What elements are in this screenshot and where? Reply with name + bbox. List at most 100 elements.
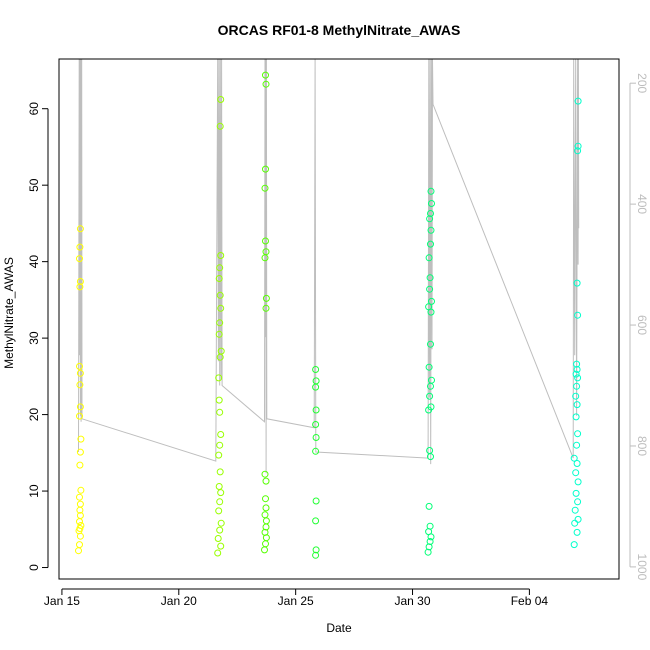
- data-point: [77, 522, 85, 529]
- data-point: [216, 498, 224, 506]
- data-point: [572, 370, 580, 378]
- y2-tick-label: 400: [635, 194, 649, 214]
- data-point: [573, 528, 581, 536]
- data-point: [216, 122, 224, 130]
- data-point: [572, 392, 580, 400]
- data-point: [76, 448, 84, 456]
- data-point: [427, 403, 435, 411]
- data-point: [574, 147, 582, 155]
- data-point: [573, 441, 581, 449]
- data-point: [312, 366, 320, 373]
- data-point: [424, 548, 432, 556]
- data-point: [261, 184, 269, 192]
- data-point: [262, 80, 270, 88]
- data-point: [217, 347, 225, 355]
- data-point: [425, 502, 433, 510]
- data-point: [427, 340, 434, 348]
- data-point: [216, 441, 224, 449]
- data-point: [216, 319, 224, 327]
- data-point: [215, 275, 223, 282]
- data-point: [261, 511, 269, 519]
- y-axis-label: MethylNitrate_AWAS: [2, 257, 16, 369]
- data-point: [217, 252, 225, 259]
- data-point: [574, 142, 582, 150]
- data-point: [572, 489, 580, 497]
- axes-layer: Jan 15 Jan 20 Jan 25 Jan 30 Feb 04 0 10 20 30 40 5…: [27, 73, 649, 608]
- data-point: [77, 435, 85, 443]
- data-point: [261, 546, 268, 554]
- data-point: [76, 518, 83, 526]
- data-point: [426, 215, 434, 223]
- data-point: [76, 512, 84, 519]
- data-point: [76, 403, 84, 411]
- y-tick-label: 20: [27, 408, 41, 422]
- data-point: [76, 369, 84, 377]
- data-point: [216, 291, 224, 299]
- data-point: [215, 451, 223, 459]
- data-point: [574, 374, 582, 382]
- data-point: [425, 254, 433, 262]
- data-point: [262, 540, 269, 548]
- data-point: [312, 551, 320, 559]
- data-point: [262, 477, 270, 485]
- data-point: [76, 412, 83, 420]
- data-point: [217, 542, 225, 550]
- data-point: [428, 376, 435, 384]
- x-tick-label: Jan 15: [44, 594, 80, 608]
- data-point: [574, 515, 582, 523]
- data-point: [574, 97, 582, 105]
- data-point: [425, 303, 433, 311]
- data-point: [572, 469, 580, 477]
- data-point: [573, 360, 581, 368]
- data-point: [573, 366, 581, 373]
- data-point: [573, 460, 581, 467]
- y2-tick-label: 800: [635, 436, 649, 456]
- data-point: [262, 248, 270, 256]
- data-point: [427, 210, 434, 217]
- data-point: [216, 264, 224, 272]
- y2-tick-label: 1000: [635, 554, 649, 581]
- data-point: [426, 285, 434, 293]
- data-point: [262, 304, 270, 312]
- data-point: [217, 519, 225, 527]
- y-tick-label: 30: [27, 331, 41, 345]
- pressure-line: [78, 58, 580, 474]
- data-point: [262, 495, 269, 503]
- data-point: [262, 71, 269, 79]
- data-point: [261, 470, 269, 478]
- data-point: [570, 454, 578, 462]
- y2-tick-label: 200: [635, 73, 649, 93]
- data-point: [574, 478, 582, 486]
- data-point: [262, 504, 270, 512]
- x-tick-label: Feb 04: [511, 594, 549, 608]
- data-point: [262, 165, 269, 173]
- data-point: [217, 96, 225, 103]
- data-point: [571, 506, 579, 514]
- y-tick-label: 0: [27, 564, 41, 571]
- data-point: [426, 274, 434, 282]
- y2-tick-label: 600: [635, 315, 649, 335]
- data-point: [312, 546, 320, 554]
- chart-title: ORCAS RF01-8 MethylNitrate_AWAS: [218, 22, 461, 38]
- data-point: [312, 406, 320, 414]
- data-point: [574, 430, 582, 438]
- data-point: [312, 377, 320, 385]
- data-point: [76, 500, 84, 508]
- data-point: [427, 226, 435, 234]
- plot-frame: [58, 58, 620, 580]
- data-point: [573, 382, 581, 390]
- y-tick-label: 10: [27, 484, 41, 498]
- data-point: [215, 507, 223, 515]
- data-point: [573, 401, 581, 409]
- data-point: [76, 541, 83, 549]
- data-point: [215, 330, 223, 338]
- data-points-layer: [75, 71, 582, 559]
- data-point: [427, 187, 435, 195]
- data-point: [76, 255, 83, 263]
- data-point: [426, 522, 434, 530]
- y-tick-label: 40: [27, 255, 41, 269]
- data-point: [76, 243, 84, 251]
- data-point: [215, 396, 223, 404]
- data-point: [214, 549, 222, 557]
- data-point: [77, 486, 85, 494]
